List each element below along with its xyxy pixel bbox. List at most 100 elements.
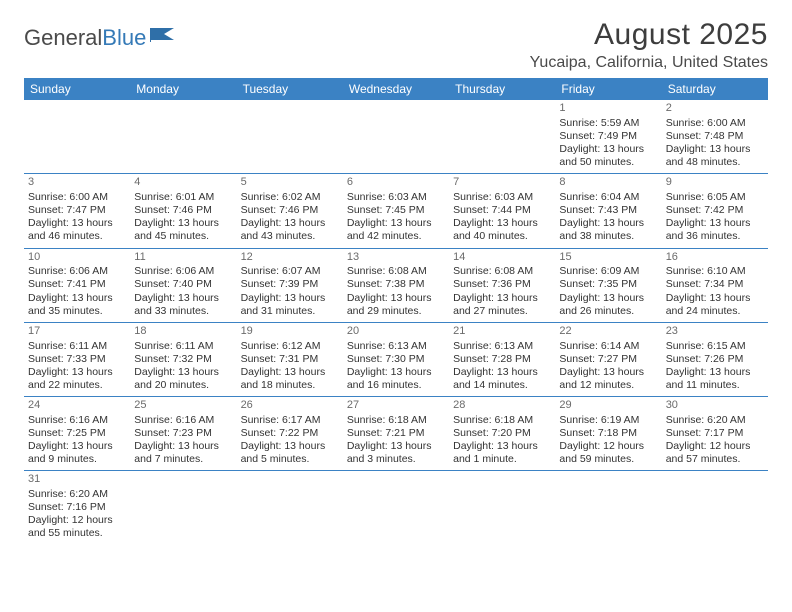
daylight-line: Daylight: 13 hours and 40 minutes. (453, 217, 551, 243)
calendar-cell: 17Sunrise: 6:11 AMSunset: 7:33 PMDayligh… (24, 322, 130, 396)
logo-text-blue: Blue (102, 25, 146, 51)
logo: GeneralBlue (24, 18, 176, 54)
sunset-line: Sunset: 7:25 PM (28, 427, 126, 440)
sunset-line: Sunset: 7:16 PM (28, 501, 126, 514)
weekday-header: Wednesday (343, 78, 449, 100)
sunrise-line: Sunrise: 6:18 AM (347, 414, 445, 427)
calendar-cell (343, 471, 449, 545)
sunrise-line: Sunrise: 6:11 AM (28, 340, 126, 353)
calendar-cell: 18Sunrise: 6:11 AMSunset: 7:32 PMDayligh… (130, 322, 236, 396)
location: Yucaipa, California, United States (530, 54, 768, 72)
sunset-line: Sunset: 7:42 PM (666, 204, 764, 217)
daylight-line: Daylight: 13 hours and 50 minutes. (559, 143, 657, 169)
sunset-line: Sunset: 7:40 PM (134, 278, 232, 291)
day-number: 21 (453, 325, 551, 339)
daylight-line: Daylight: 13 hours and 27 minutes. (453, 292, 551, 318)
sunrise-line: Sunrise: 5:59 AM (559, 117, 657, 130)
month-title: August 2025 (530, 18, 768, 52)
calendar-cell: 2Sunrise: 6:00 AMSunset: 7:48 PMDaylight… (662, 100, 768, 174)
day-number: 10 (28, 251, 126, 265)
weekday-header: Tuesday (237, 78, 343, 100)
daylight-line: Daylight: 13 hours and 14 minutes. (453, 366, 551, 392)
day-number: 7 (453, 176, 551, 190)
calendar-cell: 21Sunrise: 6:13 AMSunset: 7:28 PMDayligh… (449, 322, 555, 396)
day-number: 2 (666, 102, 764, 116)
calendar-cell (343, 100, 449, 174)
calendar-cell (449, 100, 555, 174)
day-number: 1 (559, 102, 657, 116)
calendar-cell: 22Sunrise: 6:14 AMSunset: 7:27 PMDayligh… (555, 322, 661, 396)
daylight-line: Daylight: 13 hours and 20 minutes. (134, 366, 232, 392)
sunset-line: Sunset: 7:47 PM (28, 204, 126, 217)
sunrise-line: Sunrise: 6:14 AM (559, 340, 657, 353)
day-number: 24 (28, 399, 126, 413)
sunset-line: Sunset: 7:21 PM (347, 427, 445, 440)
daylight-line: Daylight: 13 hours and 45 minutes. (134, 217, 232, 243)
daylight-line: Daylight: 13 hours and 9 minutes. (28, 440, 126, 466)
calendar-cell (555, 471, 661, 545)
sunrise-line: Sunrise: 6:06 AM (134, 265, 232, 278)
weekday-header: Sunday (24, 78, 130, 100)
sunrise-line: Sunrise: 6:00 AM (666, 117, 764, 130)
sunset-line: Sunset: 7:44 PM (453, 204, 551, 217)
sunset-line: Sunset: 7:23 PM (134, 427, 232, 440)
day-number: 11 (134, 251, 232, 265)
sunset-line: Sunset: 7:18 PM (559, 427, 657, 440)
calendar-cell: 4Sunrise: 6:01 AMSunset: 7:46 PMDaylight… (130, 174, 236, 248)
calendar-cell: 20Sunrise: 6:13 AMSunset: 7:30 PMDayligh… (343, 322, 449, 396)
calendar-cell: 19Sunrise: 6:12 AMSunset: 7:31 PMDayligh… (237, 322, 343, 396)
weekday-header-row: SundayMondayTuesdayWednesdayThursdayFrid… (24, 78, 768, 100)
calendar-cell: 9Sunrise: 6:05 AMSunset: 7:42 PMDaylight… (662, 174, 768, 248)
sunrise-line: Sunrise: 6:08 AM (453, 265, 551, 278)
weekday-header: Saturday (662, 78, 768, 100)
weekday-header: Monday (130, 78, 236, 100)
calendar-row: 10Sunrise: 6:06 AMSunset: 7:41 PMDayligh… (24, 248, 768, 322)
sunrise-line: Sunrise: 6:20 AM (28, 488, 126, 501)
sunrise-line: Sunrise: 6:16 AM (134, 414, 232, 427)
calendar-cell: 30Sunrise: 6:20 AMSunset: 7:17 PMDayligh… (662, 397, 768, 471)
flag-icon (150, 22, 176, 48)
calendar-cell: 10Sunrise: 6:06 AMSunset: 7:41 PMDayligh… (24, 248, 130, 322)
sunrise-line: Sunrise: 6:05 AM (666, 191, 764, 204)
calendar-cell: 16Sunrise: 6:10 AMSunset: 7:34 PMDayligh… (662, 248, 768, 322)
calendar-cell: 23Sunrise: 6:15 AMSunset: 7:26 PMDayligh… (662, 322, 768, 396)
calendar-cell: 5Sunrise: 6:02 AMSunset: 7:46 PMDaylight… (237, 174, 343, 248)
calendar-cell (130, 471, 236, 545)
sunset-line: Sunset: 7:30 PM (347, 353, 445, 366)
day-number: 6 (347, 176, 445, 190)
sunset-line: Sunset: 7:46 PM (241, 204, 339, 217)
calendar-table: SundayMondayTuesdayWednesdayThursdayFrid… (24, 78, 768, 545)
daylight-line: Daylight: 13 hours and 22 minutes. (28, 366, 126, 392)
sunrise-line: Sunrise: 6:07 AM (241, 265, 339, 278)
sunset-line: Sunset: 7:22 PM (241, 427, 339, 440)
sunset-line: Sunset: 7:49 PM (559, 130, 657, 143)
daylight-line: Daylight: 13 hours and 38 minutes. (559, 217, 657, 243)
calendar-cell: 6Sunrise: 6:03 AMSunset: 7:45 PMDaylight… (343, 174, 449, 248)
sunrise-line: Sunrise: 6:04 AM (559, 191, 657, 204)
sunrise-line: Sunrise: 6:03 AM (347, 191, 445, 204)
sunset-line: Sunset: 7:45 PM (347, 204, 445, 217)
daylight-line: Daylight: 13 hours and 29 minutes. (347, 292, 445, 318)
daylight-line: Daylight: 13 hours and 18 minutes. (241, 366, 339, 392)
day-number: 27 (347, 399, 445, 413)
day-number: 13 (347, 251, 445, 265)
daylight-line: Daylight: 13 hours and 43 minutes. (241, 217, 339, 243)
calendar-cell (449, 471, 555, 545)
daylight-line: Daylight: 13 hours and 31 minutes. (241, 292, 339, 318)
calendar-row: 17Sunrise: 6:11 AMSunset: 7:33 PMDayligh… (24, 322, 768, 396)
sunrise-line: Sunrise: 6:03 AM (453, 191, 551, 204)
sunrise-line: Sunrise: 6:09 AM (559, 265, 657, 278)
daylight-line: Daylight: 13 hours and 35 minutes. (28, 292, 126, 318)
daylight-line: Daylight: 13 hours and 16 minutes. (347, 366, 445, 392)
daylight-line: Daylight: 13 hours and 33 minutes. (134, 292, 232, 318)
day-number: 23 (666, 325, 764, 339)
daylight-line: Daylight: 13 hours and 46 minutes. (28, 217, 126, 243)
calendar-cell: 27Sunrise: 6:18 AMSunset: 7:21 PMDayligh… (343, 397, 449, 471)
daylight-line: Daylight: 13 hours and 1 minute. (453, 440, 551, 466)
sunset-line: Sunset: 7:26 PM (666, 353, 764, 366)
sunset-line: Sunset: 7:36 PM (453, 278, 551, 291)
title-block: August 2025 Yucaipa, California, United … (530, 18, 768, 72)
daylight-line: Daylight: 13 hours and 12 minutes. (559, 366, 657, 392)
sunrise-line: Sunrise: 6:08 AM (347, 265, 445, 278)
weekday-header: Friday (555, 78, 661, 100)
